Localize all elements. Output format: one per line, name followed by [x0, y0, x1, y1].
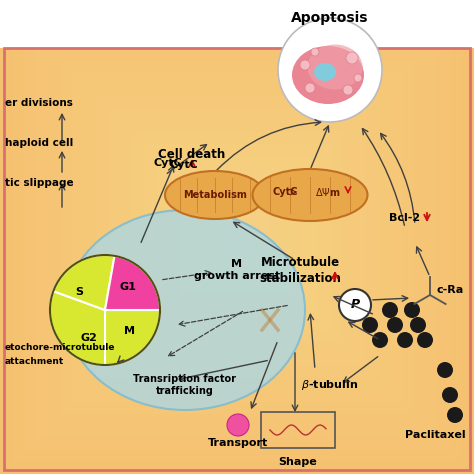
Text: M
growth arrest: M growth arrest [194, 259, 280, 281]
Text: CytC: CytC [154, 158, 182, 168]
Text: $\Delta\Psi$m: $\Delta\Psi$m [315, 186, 341, 198]
Circle shape [227, 414, 249, 436]
Circle shape [343, 85, 353, 95]
Circle shape [354, 74, 362, 82]
Text: er divisions: er divisions [5, 98, 73, 108]
Circle shape [362, 317, 378, 333]
Circle shape [442, 387, 458, 403]
Text: $\beta$-tubulin: $\beta$-tubulin [301, 378, 359, 392]
Circle shape [447, 407, 463, 423]
Text: Microtubule
stabilization: Microtubule stabilization [259, 255, 341, 284]
Text: CytC: CytC [170, 160, 199, 170]
Wedge shape [105, 310, 160, 365]
Text: G2: G2 [81, 333, 98, 343]
Text: Bcl-2: Bcl-2 [390, 213, 420, 223]
Text: c-Ra: c-Ra [437, 285, 464, 295]
Circle shape [437, 362, 453, 378]
Ellipse shape [65, 210, 305, 410]
Ellipse shape [314, 63, 336, 81]
Circle shape [387, 317, 403, 333]
Circle shape [339, 289, 371, 321]
Text: Transport: Transport [208, 438, 268, 448]
Text: M: M [124, 326, 135, 336]
Text: etochore-microtubule: etochore-microtubule [5, 344, 116, 353]
Ellipse shape [165, 171, 265, 219]
Circle shape [417, 332, 433, 348]
Circle shape [404, 302, 420, 318]
FancyBboxPatch shape [0, 0, 474, 48]
Wedge shape [53, 255, 115, 310]
Circle shape [410, 317, 426, 333]
Wedge shape [105, 256, 160, 310]
Text: CytC: CytC [272, 187, 298, 197]
Ellipse shape [253, 169, 367, 221]
Circle shape [305, 83, 315, 93]
Circle shape [278, 18, 382, 122]
Wedge shape [50, 291, 105, 365]
Ellipse shape [308, 45, 363, 90]
Circle shape [346, 52, 358, 64]
Circle shape [397, 332, 413, 348]
Text: S: S [75, 287, 83, 297]
Circle shape [311, 48, 319, 56]
Text: Metabolism: Metabolism [183, 190, 247, 200]
Ellipse shape [292, 46, 364, 104]
Text: Transription factor
trafficking: Transription factor trafficking [134, 374, 237, 396]
Circle shape [382, 302, 398, 318]
Text: Paclitaxel: Paclitaxel [405, 430, 465, 440]
Text: attachment: attachment [5, 357, 64, 366]
Text: Apoptosis: Apoptosis [291, 11, 369, 25]
Text: P: P [350, 299, 360, 311]
Circle shape [372, 332, 388, 348]
Circle shape [300, 60, 310, 70]
Text: G1: G1 [119, 283, 136, 292]
Text: haploid cell: haploid cell [5, 138, 73, 148]
Text: Cell death: Cell death [158, 148, 226, 162]
Text: Shape: Shape [279, 457, 318, 467]
Text: tic slippage: tic slippage [5, 178, 73, 188]
